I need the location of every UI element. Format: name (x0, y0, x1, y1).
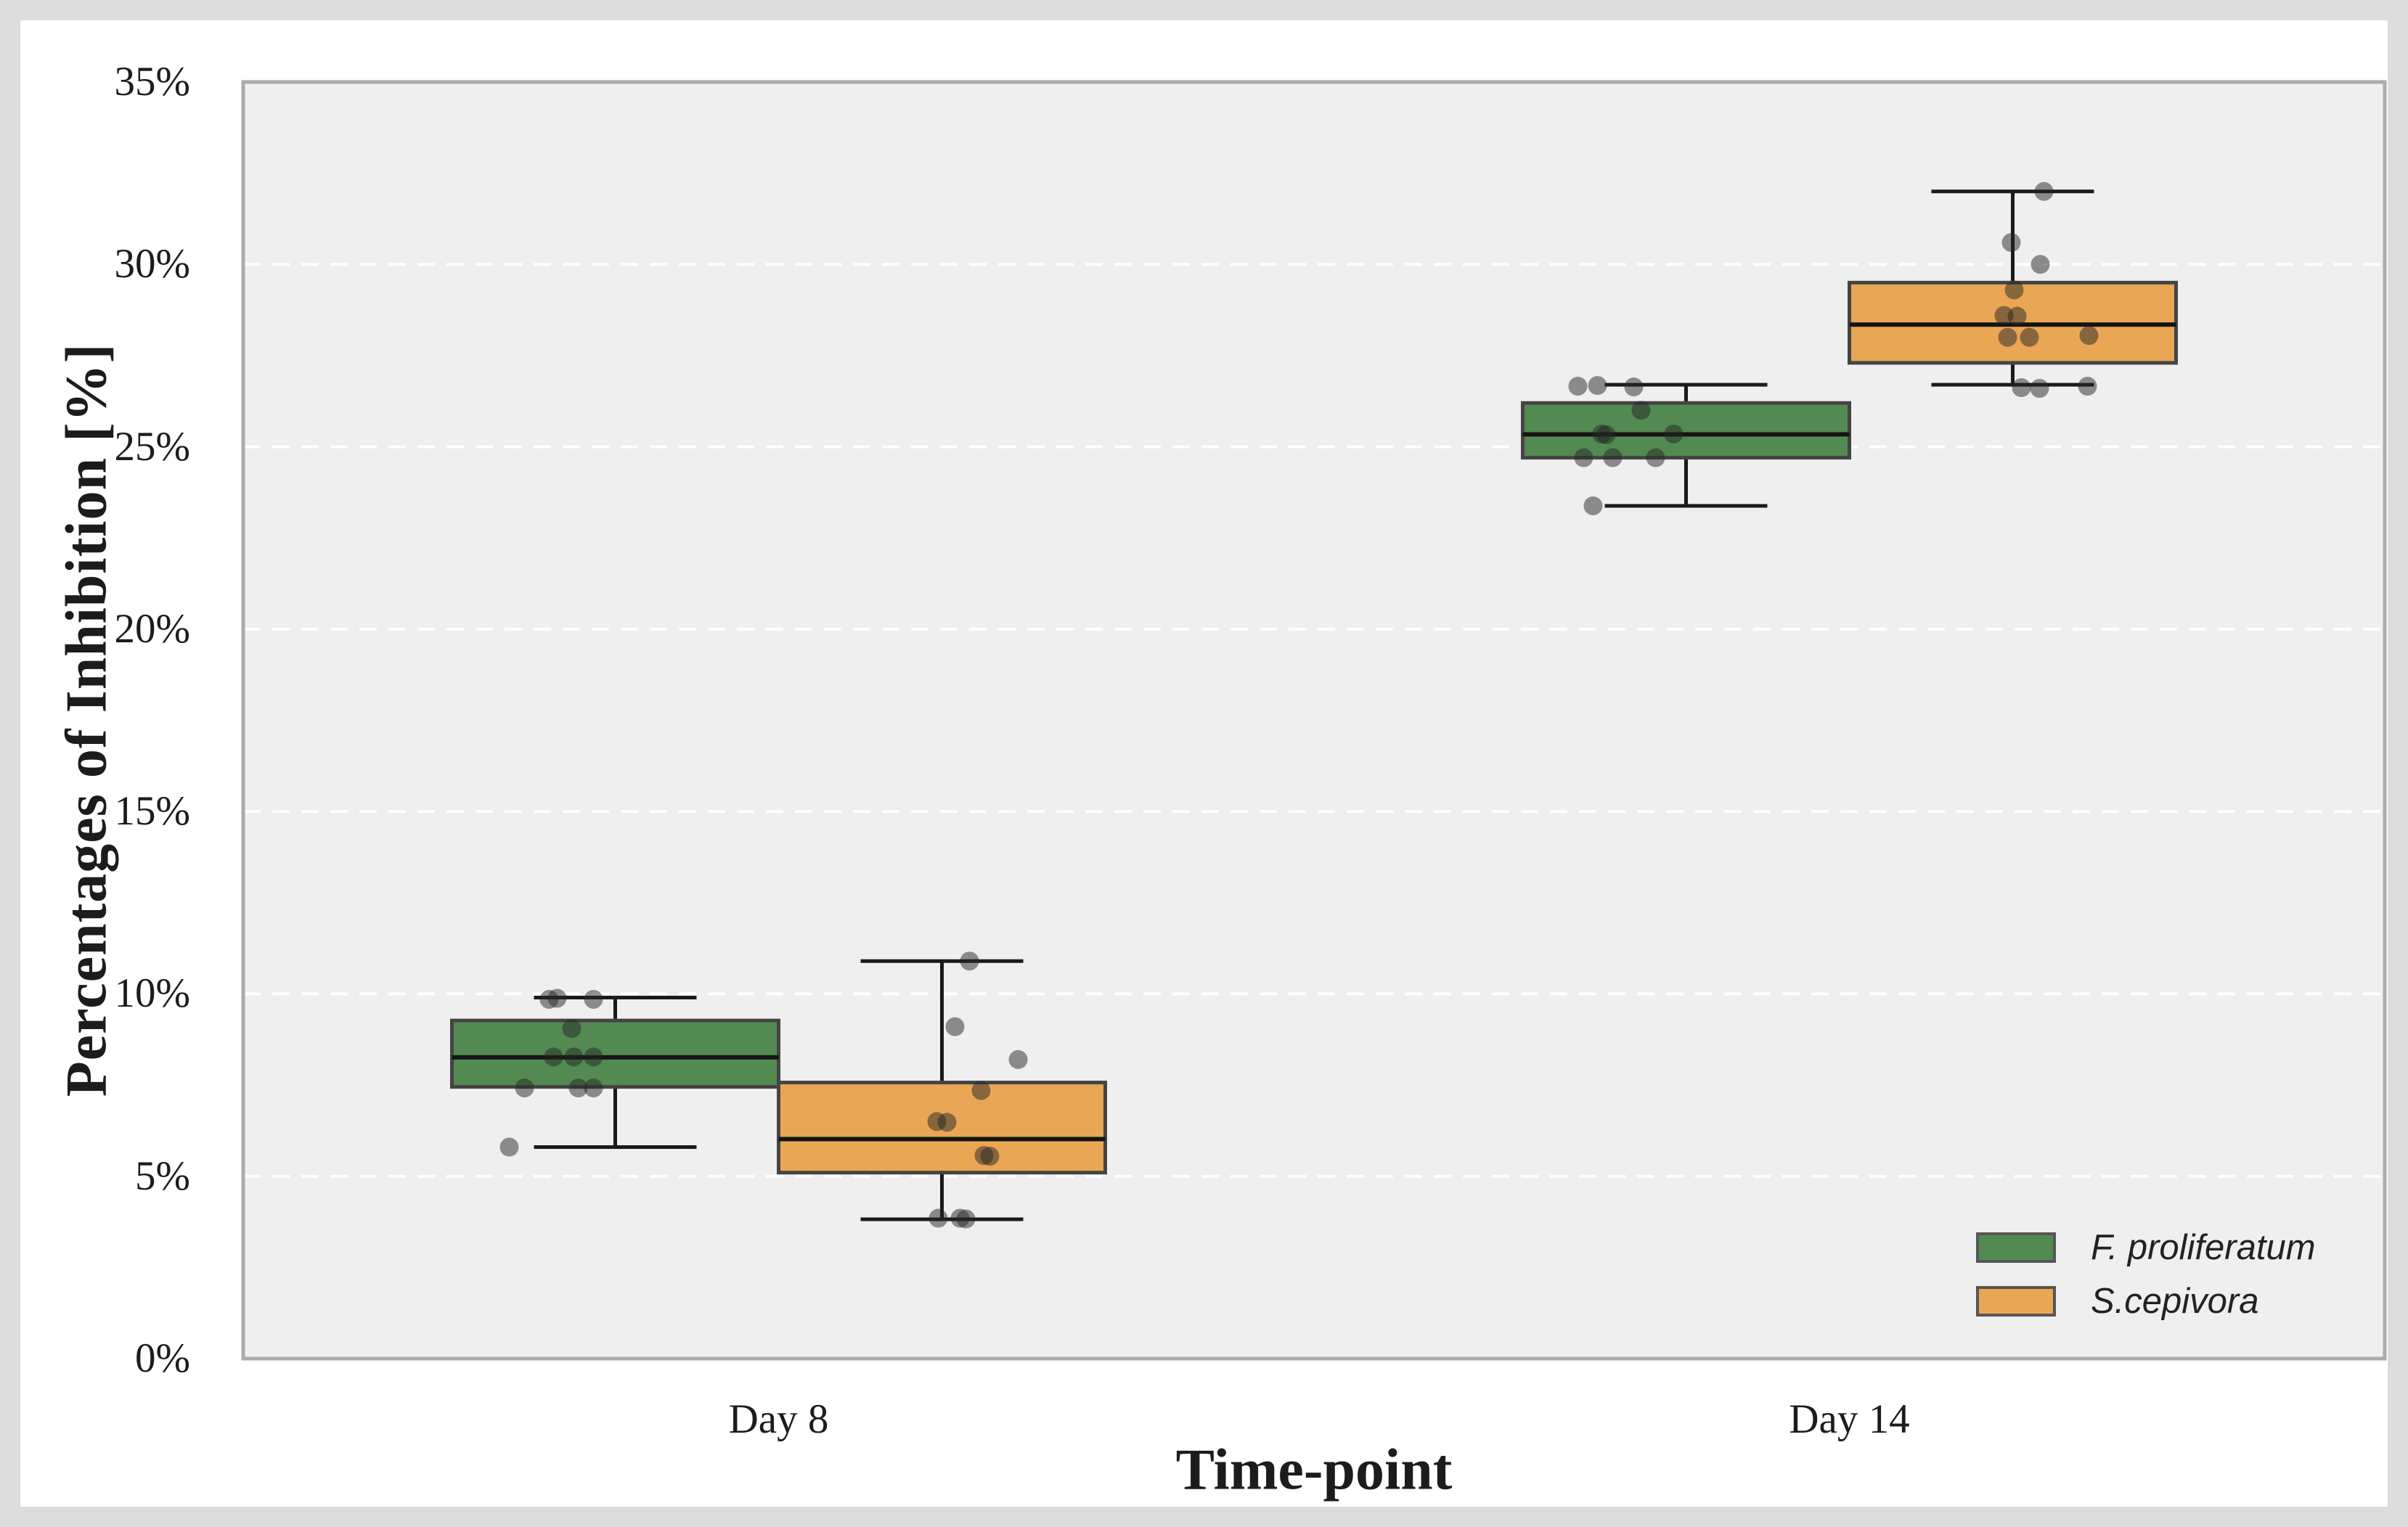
data-point (499, 1137, 519, 1157)
data-point (2078, 377, 2097, 396)
data-point (937, 1113, 957, 1132)
y-tick-label: 0% (135, 1335, 190, 1381)
legend-swatch-green (1976, 1232, 2056, 1263)
legend-swatch-orange (1976, 1286, 2056, 1317)
data-point (1998, 327, 2017, 347)
box (1521, 401, 1851, 460)
data-point (2030, 379, 2049, 398)
data-point (584, 1047, 603, 1067)
data-point (945, 1017, 965, 1036)
data-point (928, 1208, 948, 1228)
x-tick-label: Day 8 (728, 1396, 829, 1442)
plot-area (243, 82, 2385, 1359)
data-point (1588, 376, 1607, 396)
data-point (1008, 1049, 1028, 1069)
data-point (2007, 306, 2027, 326)
data-point (584, 989, 603, 1009)
data-point (2031, 255, 2050, 274)
data-point (1568, 377, 1588, 396)
y-tick-label: 30% (114, 241, 190, 287)
data-point (562, 1019, 581, 1039)
y-tick-label: 20% (114, 605, 190, 652)
data-point (568, 1078, 588, 1098)
data-point (544, 1047, 563, 1067)
data-point (956, 1209, 976, 1229)
legend-label: F. proliferatum (2091, 1228, 2316, 1267)
plot-border (241, 80, 2387, 1361)
data-point (547, 988, 567, 1008)
data-point (2079, 326, 2099, 345)
data-point (1596, 425, 1616, 444)
data-point (2001, 233, 2021, 253)
y-tick-label: 35% (114, 59, 190, 105)
data-point (1631, 401, 1651, 420)
data-point (2012, 378, 2031, 398)
data-point (960, 951, 979, 971)
x-axis-title: Time-point (1175, 1438, 1453, 1502)
x-tick-label: Day 14 (1789, 1396, 1910, 1442)
data-point (1574, 448, 1593, 467)
legend-label: S.cepivora (2091, 1282, 2259, 1321)
data-point (1664, 424, 1683, 443)
legend-item-f-proliferatum: F. proliferatum (1976, 1225, 2316, 1270)
y-tick-label: 15% (114, 788, 190, 835)
data-point (1603, 448, 1623, 467)
y-tick-label: 5% (135, 1153, 190, 1199)
data-point (2034, 181, 2054, 201)
data-point (564, 1047, 584, 1067)
data-point (980, 1147, 1000, 1166)
data-point (2004, 280, 2024, 300)
data-point (2020, 327, 2039, 347)
data-point (1646, 448, 1665, 467)
data-point (584, 1078, 603, 1098)
box (450, 1018, 780, 1089)
y-tick-label: 25% (114, 423, 190, 470)
boxplot-canvas (241, 80, 2387, 1361)
data-point (1624, 377, 1644, 397)
legend-item-s-cepivora: S.cepivora (1976, 1279, 2316, 1324)
legend: F. proliferatum S.cepivora (1976, 1225, 2316, 1332)
data-point (515, 1078, 534, 1098)
data-point (1583, 496, 1603, 515)
y-tick-label: 10% (114, 970, 190, 1017)
data-point (971, 1081, 991, 1100)
